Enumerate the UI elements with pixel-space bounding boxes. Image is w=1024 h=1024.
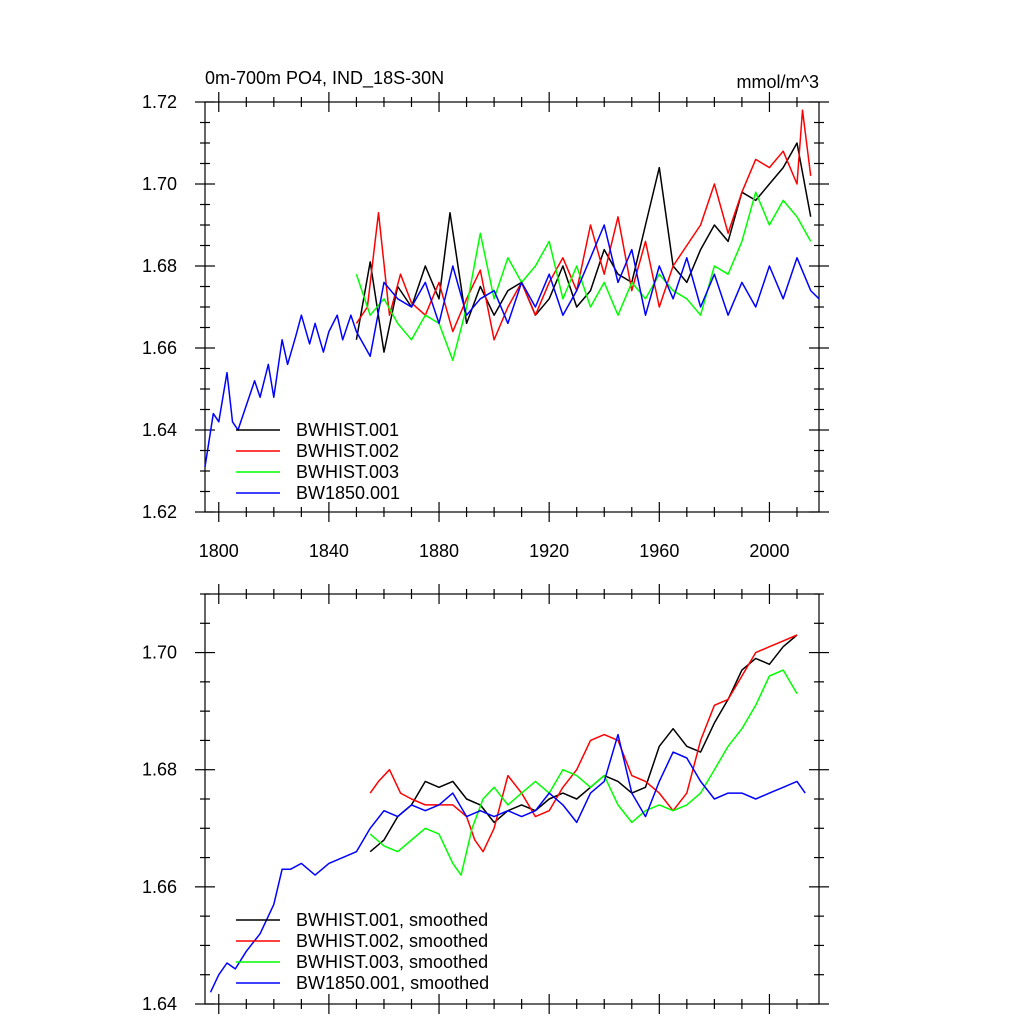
y-tick-label: 1.70 — [142, 174, 177, 194]
series-line-3 — [369, 669, 798, 876]
bottom-panel: 1.641.661.681.70 BWHIST.001, smoothedBWH… — [142, 584, 829, 1014]
y-tick-label: 1.70 — [142, 643, 177, 663]
series-line-3 — [355, 191, 812, 362]
x-tick-label: 1840 — [309, 541, 349, 561]
y-tick-label: 1.72 — [142, 92, 177, 112]
top-ticks — [195, 92, 829, 522]
y-tick-label: 1.68 — [142, 256, 177, 276]
legend-label: BWHIST.001 — [296, 420, 399, 440]
x-tick-label: 2000 — [749, 541, 789, 561]
series-line-1 — [369, 634, 798, 853]
series-line-1 — [355, 142, 812, 353]
x-tick-label: 1920 — [529, 541, 569, 561]
y-tick-label: 1.64 — [142, 994, 177, 1014]
bottom-tick-labels: 1.64 1.66 1.68 1.70 — [142, 643, 177, 1014]
series-line-2 — [369, 634, 798, 853]
y-tick-label: 1.66 — [142, 877, 177, 897]
legend-label: BW1850.001 — [296, 483, 400, 503]
bottom-series — [209, 634, 806, 993]
series-line-4 — [209, 733, 806, 993]
top-tick-labels: 1800 1840 1880 1920 1960 2000 1.62 1.64 1.66 1.68… — [142, 92, 790, 561]
bottom-ticks — [195, 584, 829, 1014]
y-tick-label: 1.68 — [142, 760, 177, 780]
legend-label: BWHIST.002, smoothed — [296, 931, 488, 951]
x-tick-label: 1800 — [199, 541, 239, 561]
legend-label: BWHIST.001, smoothed — [296, 910, 488, 930]
legend-label: BW1850.001, smoothed — [296, 973, 489, 993]
series-line-4 — [204, 224, 820, 468]
legend-label: BWHIST.002 — [296, 441, 399, 461]
series-line-2 — [355, 109, 812, 341]
legend-label: BWHIST.003, smoothed — [296, 952, 488, 972]
y-tick-label: 1.62 — [142, 502, 177, 522]
top-chart-units: mmol/m^3 — [737, 72, 819, 92]
legend-label: BWHIST.003 — [296, 462, 399, 482]
top-panel: 0m-700m PO4, IND_18S-30N mmol/m^3 1800 18… — [142, 68, 829, 561]
x-tick-label: 1960 — [639, 541, 679, 561]
y-tick-label: 1.64 — [142, 420, 177, 440]
top-chart-title: 0m-700m PO4, IND_18S-30N — [205, 68, 444, 89]
x-tick-label: 1880 — [419, 541, 459, 561]
top-series — [204, 109, 820, 468]
y-tick-label: 1.66 — [142, 338, 177, 358]
